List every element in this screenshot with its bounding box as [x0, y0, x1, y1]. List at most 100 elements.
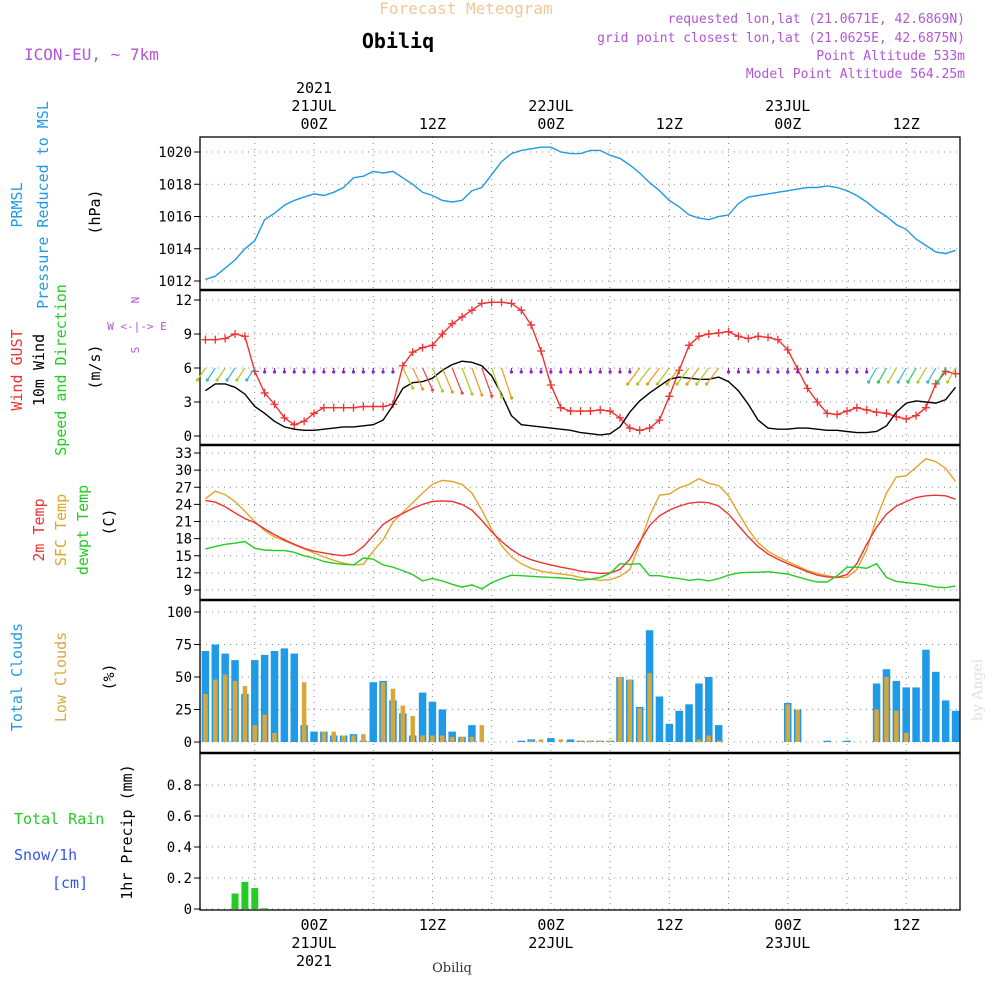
gust-marker	[714, 328, 723, 337]
gust-marker	[635, 426, 644, 435]
gust-marker	[240, 332, 249, 341]
wind-arrow-head	[569, 370, 573, 374]
total-cloud-bar	[428, 701, 437, 742]
low-cloud-bar	[528, 740, 534, 742]
total-cloud-bar	[705, 677, 713, 742]
dew-label: dewpt Temp	[74, 485, 92, 575]
time-label-bottom: 23JUL	[765, 934, 810, 952]
tick-label: 27	[175, 480, 192, 496]
gust-marker	[921, 403, 930, 412]
wind-arrow-head	[195, 378, 200, 382]
total-cloud-bar	[695, 683, 703, 742]
low-cloud-bar	[440, 735, 445, 742]
gust-marker	[280, 413, 289, 422]
wind-arrow	[500, 367, 513, 399]
panel-precip: 0 0.2 0.4 0.6 0.8	[167, 752, 961, 918]
wind-arrow	[897, 367, 907, 383]
compass-we: W <-|-> E	[107, 320, 167, 333]
wind-arrow-head	[371, 370, 375, 374]
wind-arrow-head	[598, 370, 602, 374]
gust-marker	[349, 403, 358, 412]
tick-label: 0.8	[167, 778, 192, 794]
rain-bar	[241, 881, 249, 909]
time-label-top: 12Z	[893, 115, 920, 133]
wind-direction-label: Speed and Direction	[52, 284, 70, 456]
wind-arrow	[706, 367, 720, 385]
total-cloud-bar	[932, 671, 940, 742]
panel-labels: PRMSL Pressure Reduced to MSL (hPa) Wind GU…	[8, 101, 167, 900]
low-cloud-bar	[607, 740, 613, 742]
time-label-bottom: 21JUL	[291, 934, 336, 952]
low-cloud-bar	[884, 677, 889, 742]
gust-marker	[813, 398, 822, 406]
gust-marker	[862, 405, 871, 414]
wind-arrow-head	[786, 370, 790, 374]
time-label-top: 23JUL	[765, 97, 810, 115]
total-cloud-bar	[665, 723, 674, 742]
total-cloud-bar	[280, 648, 289, 742]
gust-marker	[260, 388, 269, 397]
wind-arrow-head	[926, 380, 930, 384]
point-altitude: Point Altitude 533m	[816, 49, 965, 64]
low-cloud-bar	[696, 739, 702, 742]
total-cloud-bar	[566, 739, 575, 742]
gust-marker	[842, 407, 851, 416]
tick-label: 0.4	[167, 840, 192, 856]
gust-marker	[655, 416, 664, 425]
total-cloud-bar	[655, 696, 664, 742]
wind-arrow-head	[746, 370, 750, 374]
wind-arrow-head	[886, 380, 890, 384]
wind-arrow-head	[635, 382, 640, 386]
low-cloud-bar	[785, 704, 791, 742]
wind-arrow-head	[845, 370, 849, 374]
wind-arrow	[917, 367, 927, 383]
wind-arrow	[887, 367, 897, 383]
wind-arrow-head	[835, 370, 839, 374]
series-t2m	[205, 494, 956, 579]
wind-arrow	[441, 367, 453, 393]
wind-arrow-head	[421, 387, 425, 391]
total-cloud-bar	[685, 704, 693, 742]
tick-label: 6	[184, 361, 192, 377]
wind-arrow-head	[736, 370, 741, 374]
panels: 1012101410161018102003691291215182124273…	[158, 136, 961, 918]
wind-arrow-head	[608, 370, 612, 374]
wind-arrow	[196, 367, 206, 381]
wind-arrow	[868, 367, 878, 383]
tick-label: 9	[184, 327, 192, 343]
time-label-bottom: 12Z	[893, 916, 920, 934]
wind-arrow-head	[312, 370, 316, 374]
wind-arrow-head	[500, 395, 504, 399]
gust-marker	[931, 379, 940, 388]
gust-marker	[576, 407, 585, 416]
total-cloud-label: Total Clouds	[8, 623, 26, 731]
tick-label: 12	[175, 293, 192, 309]
wind-arrow-head	[945, 380, 950, 384]
tick-label: 21	[175, 515, 192, 531]
wind-arrow-head	[645, 382, 650, 386]
wind-arrow-head	[655, 382, 659, 386]
panel-wind: 0 3 6 9 12	[175, 289, 961, 446]
gust-marker	[438, 330, 447, 338]
gust-marker	[359, 402, 368, 411]
total-cloud-bar	[902, 687, 910, 742]
wind-arrow	[412, 367, 424, 390]
gust-marker	[783, 345, 792, 354]
wind-arrow-head	[460, 391, 464, 395]
wind-arrow-head	[529, 370, 533, 374]
wind-arrow-head	[509, 370, 513, 374]
series-sfc	[204, 457, 957, 582]
tick-label: 24	[175, 497, 192, 513]
gust-marker	[290, 420, 299, 429]
gust-marker	[477, 299, 486, 308]
tick-label: 9	[184, 583, 192, 599]
footer-location: Obiliq	[432, 961, 472, 976]
wind-arrow-head	[440, 389, 445, 393]
panel-frame	[199, 136, 961, 291]
gust-marker	[645, 424, 654, 433]
tick-label: 0.6	[167, 809, 192, 825]
gust-label: Wind GUST	[8, 329, 26, 410]
wind-arrow-head	[282, 370, 286, 374]
